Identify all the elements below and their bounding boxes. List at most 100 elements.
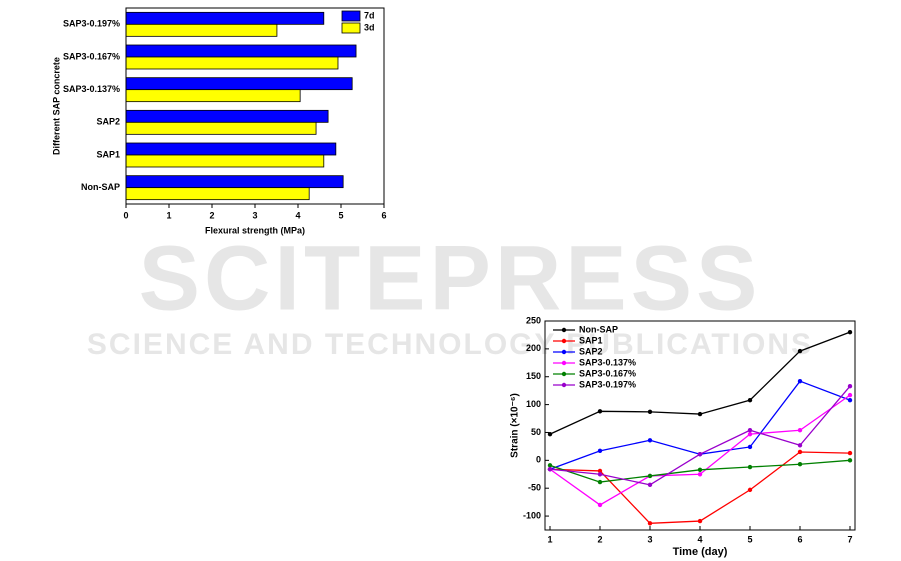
legend-swatch bbox=[341, 22, 361, 34]
data-point bbox=[847, 392, 853, 398]
data-point bbox=[597, 448, 603, 454]
y-axis-label: Strain (×10⁻⁶) bbox=[510, 393, 521, 458]
data-point bbox=[797, 462, 803, 467]
legend-label: 7d bbox=[364, 10, 375, 20]
legend-label: 3d bbox=[364, 22, 375, 32]
y-tick-label: SAP1 bbox=[96, 149, 120, 159]
data-point bbox=[647, 438, 653, 443]
data-point bbox=[797, 443, 803, 448]
legend-marker bbox=[561, 382, 567, 388]
y-tick-label: Non-SAP bbox=[81, 182, 120, 192]
bar bbox=[125, 142, 337, 156]
x-tick-label: 1 bbox=[166, 210, 171, 220]
data-point bbox=[747, 397, 753, 403]
x-tick-label: 6 bbox=[797, 534, 802, 544]
data-point bbox=[847, 450, 853, 456]
x-tick-label: 7 bbox=[847, 534, 852, 544]
x-tick-label: 6 bbox=[381, 210, 386, 220]
bar bbox=[125, 56, 339, 70]
data-point bbox=[847, 384, 853, 389]
data-point bbox=[697, 518, 703, 524]
legend-marker bbox=[561, 327, 567, 333]
data-point bbox=[747, 444, 753, 450]
x-tick-label: 1 bbox=[547, 534, 552, 544]
series-line bbox=[549, 394, 851, 506]
data-point bbox=[747, 487, 753, 493]
legend-label: SAP3-0.197% bbox=[579, 379, 636, 389]
legend-marker bbox=[561, 349, 567, 355]
legend-swatch bbox=[341, 10, 361, 22]
data-point bbox=[547, 463, 553, 468]
legend-label: Non-SAP bbox=[579, 324, 618, 334]
bar bbox=[125, 11, 325, 25]
y-tick-label: 0 bbox=[536, 455, 541, 465]
x-tick-label: 3 bbox=[647, 534, 652, 544]
data-point bbox=[747, 464, 753, 470]
legend-marker bbox=[561, 338, 567, 344]
x-tick-label: 4 bbox=[697, 534, 702, 544]
plot-frame bbox=[544, 320, 856, 531]
data-point bbox=[647, 521, 653, 526]
y-tick-label: 200 bbox=[526, 343, 541, 353]
y-tick-label: 100 bbox=[526, 399, 541, 409]
y-tick-label: SAP3-0.167% bbox=[63, 51, 120, 61]
x-axis-label: Time (day) bbox=[673, 546, 728, 558]
data-point bbox=[697, 467, 703, 473]
bar bbox=[125, 154, 325, 168]
data-point bbox=[747, 428, 753, 433]
bar bbox=[125, 175, 344, 189]
bar bbox=[125, 187, 310, 201]
data-point bbox=[597, 502, 603, 508]
x-tick-label: 5 bbox=[338, 210, 343, 220]
bar bbox=[125, 121, 317, 135]
x-tick-label: 5 bbox=[747, 534, 752, 544]
data-point bbox=[847, 329, 853, 335]
bar bbox=[125, 77, 353, 91]
legend-label: SAP2 bbox=[579, 346, 603, 356]
legend-label: SAP3-0.137% bbox=[579, 357, 636, 367]
data-point bbox=[797, 348, 803, 354]
data-point bbox=[697, 452, 703, 457]
legend-label: SAP3-0.167% bbox=[579, 368, 636, 378]
y-tick-label: SAP3-0.197% bbox=[63, 19, 120, 29]
y-tick-label: -50 bbox=[528, 483, 541, 493]
bar bbox=[125, 23, 278, 37]
data-point bbox=[547, 431, 553, 437]
data-point bbox=[547, 467, 553, 472]
x-axis-label: Flexural strength (MPa) bbox=[205, 225, 305, 235]
y-tick-label: 150 bbox=[526, 371, 541, 381]
data-point bbox=[847, 397, 853, 403]
data-point bbox=[647, 473, 653, 479]
bar bbox=[125, 44, 357, 58]
data-point bbox=[597, 479, 603, 485]
x-tick-label: 3 bbox=[252, 210, 257, 220]
bar bbox=[125, 89, 301, 103]
data-point bbox=[797, 428, 803, 433]
data-point bbox=[697, 472, 703, 477]
watermark-subtitle: SCIENCE AND TECHNOLOGY PUBLICATIONS bbox=[87, 328, 813, 361]
bar bbox=[125, 109, 329, 123]
data-point bbox=[697, 411, 703, 417]
y-tick-label: -100 bbox=[523, 510, 541, 520]
series-line bbox=[549, 451, 851, 524]
data-point bbox=[797, 449, 803, 455]
data-point bbox=[747, 431, 753, 437]
y-axis-label: Different SAP concrete bbox=[51, 57, 61, 155]
data-point bbox=[847, 458, 853, 463]
legend-marker bbox=[561, 371, 567, 377]
watermark-title: SCITEPRESS bbox=[139, 227, 762, 329]
legend-marker bbox=[561, 360, 567, 366]
data-point bbox=[597, 468, 603, 474]
data-point bbox=[597, 472, 603, 477]
legend-label: SAP1 bbox=[579, 335, 603, 345]
y-tick-label: 250 bbox=[526, 315, 541, 325]
x-tick-label: 2 bbox=[209, 210, 214, 220]
data-point bbox=[597, 409, 603, 414]
data-point bbox=[647, 409, 653, 415]
y-tick-label: SAP3-0.137% bbox=[63, 84, 120, 94]
x-tick-label: 2 bbox=[597, 534, 602, 544]
data-point bbox=[797, 378, 803, 384]
data-point bbox=[647, 482, 653, 488]
x-tick-label: 4 bbox=[295, 210, 300, 220]
